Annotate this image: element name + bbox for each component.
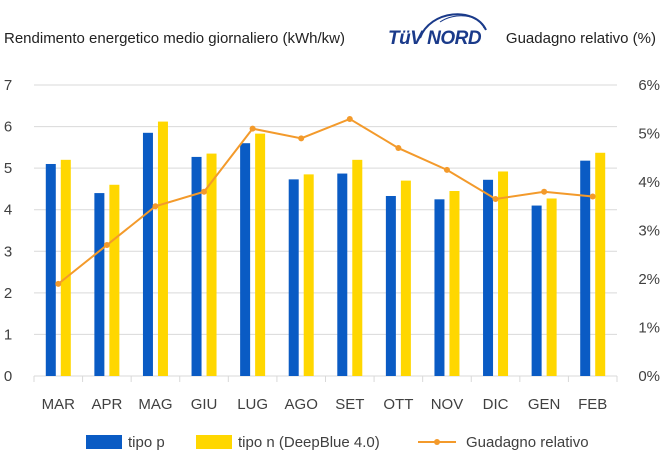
guadagno-point — [103, 242, 110, 249]
bar-tipo-n — [546, 198, 557, 376]
bar-tipo-n — [206, 153, 217, 376]
y-tick-label: 1 — [4, 326, 12, 343]
x-tick-label: AGO — [285, 396, 318, 413]
bar-tipo-n — [498, 171, 509, 376]
guadagno-point — [298, 135, 305, 142]
bar-tipo-n — [595, 152, 606, 376]
legend-label-tipo-n: tipo n (DeepBlue 4.0) — [238, 434, 380, 451]
legend-label-tipo-p: tipo p — [128, 434, 165, 451]
x-tick-label: GEN — [528, 396, 561, 413]
y2-tick-label: 3% — [638, 223, 660, 240]
x-tick-label: OTT — [383, 396, 413, 413]
bar-tipo-n — [109, 184, 120, 376]
bar-tipo-p — [191, 156, 202, 376]
guadagno-point — [346, 115, 353, 122]
y-tick-label: 5 — [4, 160, 12, 177]
left-axis-title: Rendimento energetico medio giornaliero … — [4, 30, 345, 47]
guadagno-point — [201, 188, 208, 195]
guadagno-point — [152, 203, 159, 210]
tuv-nord-logo: TüV NORD — [380, 8, 492, 54]
y-tick-label: 7 — [4, 77, 12, 94]
y2-tick-label: 2% — [638, 271, 660, 288]
bar-tipo-p — [142, 132, 153, 376]
y2-tick-label: 4% — [638, 174, 660, 191]
y-tick-label: 3 — [4, 243, 12, 260]
bar-tipo-n — [157, 121, 168, 376]
bar-tipo-n — [400, 180, 411, 376]
bar-tipo-n — [352, 159, 363, 376]
guadagno-point — [55, 280, 62, 287]
bar-tipo-p — [240, 143, 251, 376]
x-tick-label: APR — [91, 396, 122, 413]
legend-label-guadagno: Guadagno relativo — [466, 434, 589, 451]
x-tick-label: MAR — [42, 396, 76, 413]
bar-tipo-p — [337, 173, 348, 376]
legend-swatch-tipo-p — [86, 435, 122, 449]
x-tick-label: FEB — [578, 396, 607, 413]
bar-tipo-n — [255, 133, 266, 376]
guadagno-point — [443, 166, 450, 173]
guadagno-point — [541, 188, 548, 195]
y-tick-label: 6 — [4, 119, 12, 136]
guadagno-point — [249, 125, 256, 132]
guadagno-point — [492, 195, 499, 202]
guadagno-point — [395, 145, 402, 152]
x-tick-label: LUG — [237, 396, 268, 413]
bar-tipo-p — [580, 160, 591, 376]
x-tick-label: NOV — [431, 396, 464, 413]
guadagno-point — [589, 193, 596, 200]
y2-tick-label: 1% — [638, 320, 660, 337]
y2-tick-label: 5% — [638, 126, 660, 143]
bar-tipo-p — [288, 179, 299, 376]
y2-tick-label: 0% — [638, 368, 660, 385]
y2-tick-label: 6% — [638, 77, 660, 94]
logo-arc-icon — [419, 13, 487, 39]
guadagno-line — [57, 117, 593, 285]
legend-swatch-tipo-n — [196, 435, 232, 449]
bar-tipo-n — [449, 191, 460, 376]
bar-tipo-p — [45, 163, 56, 376]
bar-tipo-p — [385, 195, 396, 376]
x-tick-label: MAG — [138, 396, 172, 413]
bar-tipo-p — [531, 205, 542, 376]
x-tick-label: DIC — [483, 396, 509, 413]
logo-text: TüV NORD — [388, 28, 482, 49]
legend-marker-guadagno — [434, 439, 440, 445]
y-tick-label: 2 — [4, 285, 12, 302]
y-tick-label: 0 — [4, 368, 12, 385]
bar-tipo-p — [94, 193, 105, 376]
bar-tipo-n — [303, 174, 314, 376]
x-tick-label: GIU — [191, 396, 218, 413]
x-tick-label: SET — [335, 396, 364, 413]
bar-tipo-p — [483, 179, 494, 376]
right-axis-title: Guadagno relativo (%) — [505, 30, 656, 47]
y-tick-label: 4 — [4, 202, 12, 219]
bar-tipo-n — [60, 159, 71, 376]
bar-tipo-p — [434, 199, 445, 376]
